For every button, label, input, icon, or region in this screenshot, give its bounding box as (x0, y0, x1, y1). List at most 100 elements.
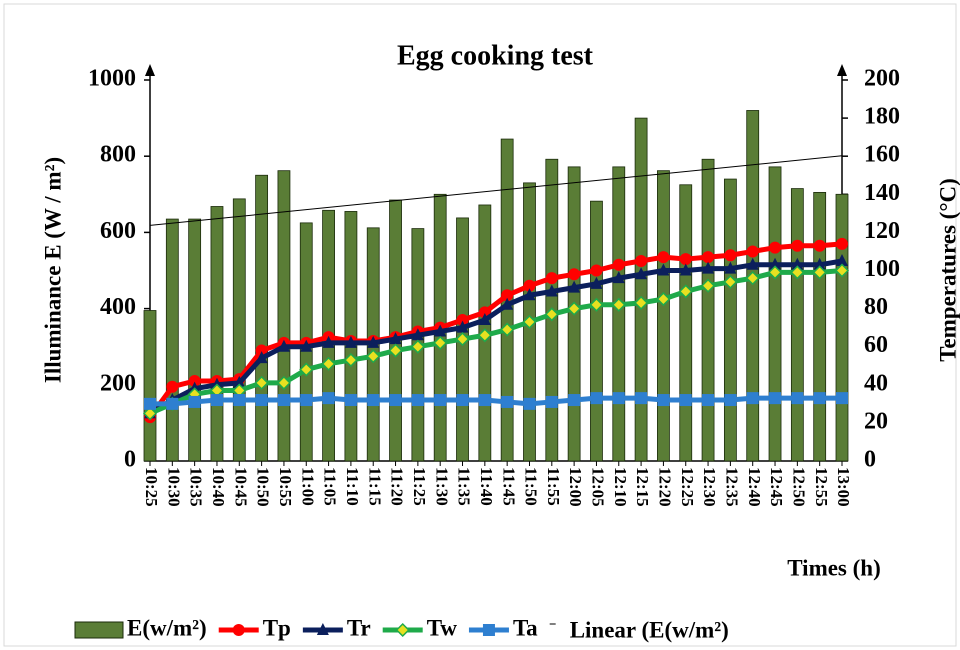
marker (791, 239, 804, 252)
x-tick-label: 13:00 (834, 467, 853, 507)
y-axis-label: Illuminance E (W / m²) (40, 157, 65, 383)
marker (523, 397, 536, 410)
marker (210, 394, 223, 407)
y-tick-label: 200 (100, 370, 136, 396)
x-tick-label: 12:40 (745, 467, 764, 507)
x-tick-label: 11:25 (410, 467, 429, 506)
marker (501, 289, 514, 302)
marker (321, 356, 336, 371)
marker (612, 392, 625, 405)
marker (791, 257, 804, 270)
marker (745, 271, 760, 286)
x-tick-label: 11:30 (432, 467, 451, 506)
bar (255, 174, 269, 462)
marker (769, 241, 782, 254)
marker (813, 257, 826, 270)
marker (545, 284, 558, 297)
y2-tick-label: 80 (864, 294, 888, 320)
marker (634, 295, 649, 310)
marker (635, 267, 648, 280)
marker (344, 394, 357, 407)
marker (501, 395, 514, 408)
marker (388, 343, 403, 358)
legend-label: Linear (E(w/m²) (570, 617, 729, 642)
marker (477, 328, 492, 343)
marker (657, 394, 670, 407)
marker (568, 268, 581, 281)
legend-label: Tw (427, 615, 458, 640)
y2-tick-label: 180 (864, 104, 900, 130)
legend-marker (316, 623, 329, 635)
y2-tick-label: 100 (864, 256, 900, 282)
marker (790, 265, 805, 280)
y2-tick-label: 60 (864, 332, 888, 358)
marker (836, 253, 848, 266)
marker (434, 324, 447, 337)
legend-marker (482, 624, 495, 636)
marker (456, 320, 469, 333)
marker (144, 397, 156, 410)
marker (367, 394, 380, 407)
x-tick-label: 12:45 (767, 467, 786, 507)
x-tick-label: 10:50 (254, 467, 273, 507)
x-tick-label: 12:55 (812, 467, 831, 507)
marker (724, 249, 737, 262)
marker (702, 394, 715, 407)
x-tick-label: 11:55 (544, 467, 563, 506)
marker (410, 339, 425, 354)
x-tick-label: 10:25 (142, 467, 161, 507)
x-tick-label: 12:05 (589, 467, 608, 507)
marker (679, 394, 692, 407)
marker (612, 271, 625, 284)
y-tick-label: 400 (100, 294, 136, 320)
marker (501, 297, 514, 310)
y2-tick-label: 160 (864, 142, 900, 168)
chart-title: Egg cooking test (397, 40, 594, 71)
marker (522, 314, 537, 329)
x-tick-label: 10:55 (276, 467, 295, 507)
marker (612, 258, 625, 271)
marker (276, 375, 291, 390)
marker (836, 392, 848, 405)
marker (590, 264, 603, 277)
marker (456, 314, 469, 327)
y2-tick-label: 140 (864, 180, 900, 206)
y2-tick-label: 0 (864, 447, 876, 473)
y2-tick-label: 120 (864, 218, 900, 244)
marker (300, 339, 313, 352)
marker (635, 392, 648, 405)
marker (188, 395, 201, 408)
marker (791, 392, 804, 405)
marker (233, 394, 246, 407)
marker (611, 297, 626, 312)
marker (389, 394, 402, 407)
marker (679, 263, 692, 276)
marker (277, 339, 290, 352)
marker (166, 380, 179, 393)
marker (343, 352, 358, 368)
marker (746, 392, 759, 405)
marker (812, 265, 827, 280)
marker (769, 257, 782, 270)
marker (813, 239, 826, 252)
marker (767, 265, 783, 280)
bar (813, 191, 827, 462)
y2-axis-arrow (837, 64, 847, 76)
bar (143, 310, 157, 462)
marker (701, 278, 716, 293)
marker (523, 279, 536, 292)
legend-label: E(w/m²) (127, 615, 207, 640)
marker (322, 335, 335, 348)
bar (701, 158, 715, 462)
marker (834, 263, 850, 278)
marker (589, 297, 604, 312)
marker (590, 392, 603, 405)
bar (746, 110, 760, 462)
marker (366, 349, 381, 364)
marker (568, 280, 581, 293)
bar (768, 166, 782, 462)
y-axis-arrow (145, 64, 155, 76)
trend-line (149, 155, 843, 226)
marker (411, 328, 424, 341)
